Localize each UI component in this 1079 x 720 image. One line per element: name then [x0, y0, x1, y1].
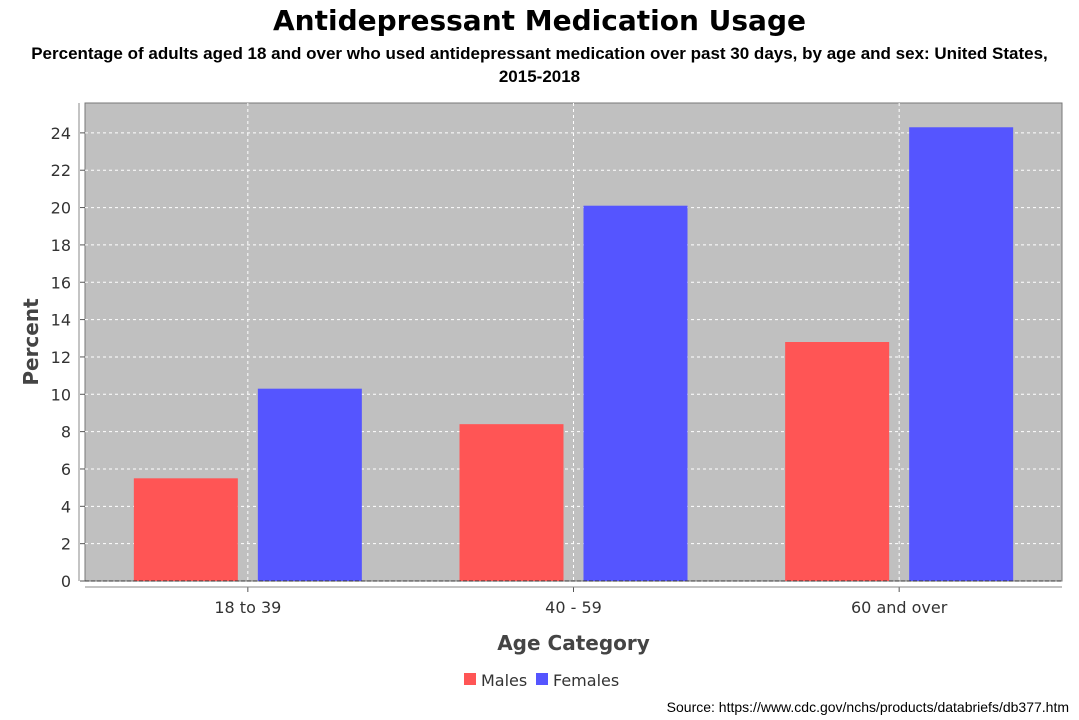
legend-label-males: Males: [481, 671, 527, 690]
y-tick-label: 8: [61, 423, 71, 442]
y-tick-label: 2: [61, 535, 71, 554]
y-tick-label: 18: [51, 236, 71, 255]
legend: Males Females: [464, 671, 619, 690]
y-tick-label: 4: [61, 497, 71, 516]
gridlines: [85, 103, 1062, 581]
y-tick-label: 24: [51, 124, 71, 143]
y-tick-label: 12: [51, 348, 71, 367]
x-tick-label: 18 to 39: [214, 598, 281, 617]
bar-males-2: [785, 342, 890, 581]
y-tick-label: 22: [51, 161, 71, 180]
bar-females-1: [583, 205, 688, 581]
y-tick-label: 14: [51, 311, 71, 330]
bar-males-1: [459, 424, 564, 581]
legend-label-females: Females: [553, 671, 619, 690]
y-tick-label: 6: [61, 460, 71, 479]
y-axis-title: Percent: [19, 298, 43, 386]
x-tick-label: 40 - 59: [545, 598, 602, 617]
y-tick-label: 20: [51, 199, 71, 218]
legend-swatch-males: [464, 673, 476, 685]
bar-males-0: [133, 478, 238, 581]
x-tick-label: 60 and over: [851, 598, 948, 617]
x-axis-title: Age Category: [497, 631, 650, 655]
bar-females-0: [257, 388, 362, 581]
source-note: Source: https://www.cdc.gov/nchs/product…: [666, 699, 1069, 715]
y-tick-label: 0: [61, 572, 71, 591]
y-tick-label: 10: [51, 385, 71, 404]
chart-subtitle: Percentage of adults aged 18 and over wh…: [31, 44, 1048, 86]
legend-swatch-females: [536, 673, 548, 685]
bars: [133, 127, 1014, 581]
bar-females-2: [909, 127, 1014, 581]
y-tick-label: 16: [51, 273, 71, 292]
chart-title: Antidepressant Medication Usage: [273, 4, 806, 37]
